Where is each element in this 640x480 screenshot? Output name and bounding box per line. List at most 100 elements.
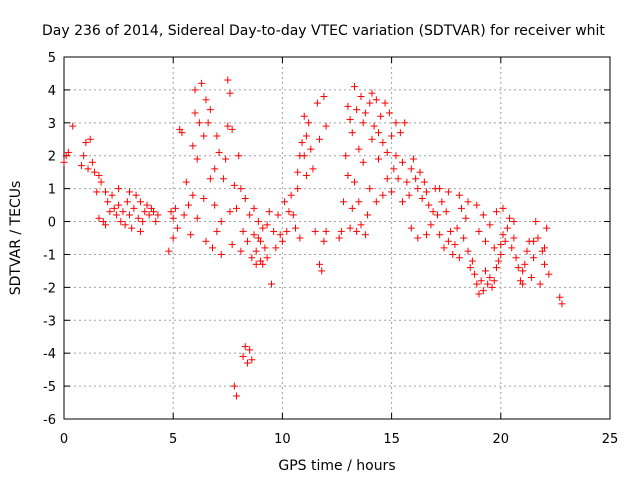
data-point — [503, 224, 511, 232]
data-point — [254, 218, 262, 226]
data-point — [202, 96, 210, 104]
data-point — [486, 273, 494, 281]
data-point — [309, 165, 317, 173]
data-point — [241, 195, 249, 203]
data-point — [388, 132, 396, 140]
data-point — [145, 211, 153, 219]
data-point — [311, 227, 319, 235]
data-point — [150, 208, 158, 216]
data-point — [462, 214, 470, 222]
data-point — [248, 254, 256, 262]
data-point — [241, 343, 249, 351]
data-point — [237, 185, 245, 193]
data-point — [294, 185, 302, 193]
data-point — [464, 198, 472, 206]
data-point — [272, 244, 280, 252]
data-point — [558, 300, 566, 308]
data-point — [486, 221, 494, 229]
data-point — [237, 247, 245, 255]
data-point — [482, 237, 490, 245]
data-point — [346, 224, 354, 232]
data-point — [359, 119, 367, 127]
plot-frame — [63, 56, 611, 420]
data-point — [112, 211, 120, 219]
data-point — [346, 116, 354, 124]
data-point — [91, 168, 99, 176]
data-point — [385, 109, 393, 117]
data-point — [206, 106, 214, 114]
data-point — [540, 244, 548, 252]
data-point — [320, 92, 328, 100]
data-point — [506, 214, 514, 222]
data-point — [361, 109, 369, 117]
data-point — [512, 254, 520, 262]
data-point — [392, 152, 400, 160]
data-point — [228, 125, 236, 133]
y-tick-label: -6 — [43, 413, 56, 428]
data-point — [169, 214, 177, 222]
data-point — [436, 231, 444, 239]
data-point — [252, 247, 260, 255]
data-point — [497, 250, 505, 258]
data-point — [217, 218, 225, 226]
data-point — [510, 234, 518, 242]
data-point — [460, 234, 468, 242]
data-point — [298, 139, 306, 147]
data-point — [167, 208, 175, 216]
data-point — [359, 158, 367, 166]
data-point — [427, 221, 435, 229]
data-point — [248, 356, 256, 364]
data-point — [184, 201, 192, 209]
data-point — [250, 231, 258, 239]
data-point — [468, 257, 476, 265]
data-point — [60, 158, 68, 166]
data-point — [353, 227, 361, 235]
data-point — [475, 290, 483, 298]
x-tick-label: 0 — [60, 432, 68, 447]
data-point — [261, 244, 269, 252]
data-point — [198, 79, 206, 87]
data-point — [482, 267, 490, 275]
data-point — [407, 224, 415, 232]
data-point — [283, 227, 291, 235]
data-point — [401, 119, 409, 127]
data-point — [126, 211, 134, 219]
data-point — [440, 244, 448, 252]
data-point — [501, 237, 509, 245]
data-point — [233, 392, 241, 400]
y-tick-label: -5 — [43, 380, 56, 395]
data-point — [540, 260, 548, 268]
data-point — [475, 227, 483, 235]
data-point — [276, 231, 284, 239]
data-point — [300, 152, 308, 160]
data-point — [226, 208, 234, 216]
data-points — [60, 76, 566, 400]
data-point — [287, 191, 295, 199]
data-point — [263, 254, 271, 262]
y-axis-label: SDTVAR / TECUs — [8, 181, 24, 296]
x-tick-labels: 0 5 10 15 20 25 — [60, 432, 618, 447]
chart-title: Day 236 of 2014, Sidereal Day-to-day VTE… — [42, 23, 605, 39]
data-point — [477, 277, 485, 285]
data-point — [165, 247, 173, 255]
data-point — [316, 260, 324, 268]
y-tick-label: -2 — [43, 281, 56, 296]
data-point — [296, 234, 304, 242]
data-point — [545, 270, 553, 278]
data-point — [178, 129, 186, 137]
x-tick-label: 10 — [274, 432, 291, 447]
data-point — [473, 280, 481, 288]
data-point — [206, 175, 214, 183]
data-point — [182, 178, 190, 186]
data-point — [425, 201, 433, 209]
data-point — [200, 195, 208, 203]
data-point — [95, 171, 103, 179]
data-point — [211, 165, 219, 173]
data-point — [379, 191, 387, 199]
data-point — [136, 227, 144, 235]
data-point — [88, 158, 96, 166]
data-point — [302, 171, 310, 179]
data-point — [499, 231, 507, 239]
y-tick-label: -4 — [43, 347, 56, 362]
data-point — [530, 237, 538, 245]
